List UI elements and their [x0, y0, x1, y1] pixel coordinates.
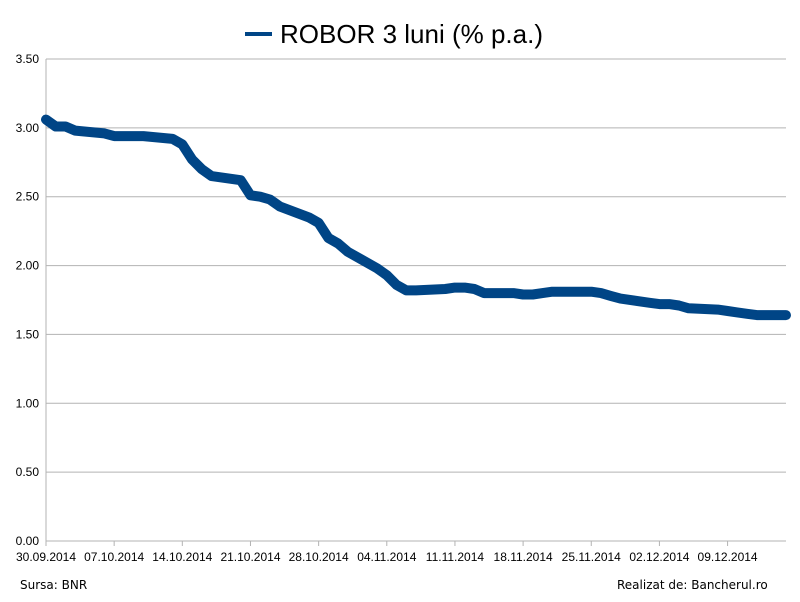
data-point	[658, 303, 661, 305]
data-point	[590, 290, 593, 293]
data-point	[619, 297, 622, 300]
data-point	[483, 292, 486, 294]
data-point	[395, 284, 398, 286]
data-point	[142, 135, 145, 137]
series-line	[41, 114, 791, 321]
x-tick-label: 30.09.2014	[16, 550, 76, 564]
x-axis-ticks: 30.09.2014 07.10.2014 14.10.2014 21.10.2014…	[16, 541, 758, 564]
x-tick-label: 21.10.2014	[220, 550, 280, 564]
y-tick-label: 2.00	[16, 259, 40, 273]
data-point	[726, 310, 729, 312]
data-point	[347, 251, 349, 253]
data-point	[45, 118, 47, 121]
x-tick-label: 02.12.2014	[629, 550, 689, 564]
legend-label: ROBOR 3 luni (% p.a.)	[280, 19, 543, 49]
series-layer	[41, 114, 791, 321]
data-point	[473, 288, 476, 290]
data-point	[551, 290, 554, 293]
data-point	[64, 125, 67, 128]
data-point	[327, 237, 330, 239]
data-point	[54, 125, 57, 128]
data-point	[454, 286, 456, 289]
y-tick-label: 3.50	[16, 52, 40, 66]
data-point	[580, 290, 583, 293]
x-tick-label: 18.11.2014	[494, 550, 553, 564]
x-tick-label: 28.10.2014	[289, 550, 349, 564]
data-point	[201, 168, 203, 170]
data-point	[191, 158, 193, 161]
y-axis-ticks: 0.00 0.50 1.00 1.50 2.00 2.50 3.00 3.50	[16, 52, 40, 548]
data-point	[278, 205, 281, 208]
x-tick-label: 14.10.2014	[152, 550, 212, 564]
x-tick-label: 07.10.2014	[84, 550, 144, 564]
y-tick-label: 2.50	[16, 190, 40, 204]
data-point	[648, 302, 651, 304]
data-point	[463, 286, 466, 289]
data-point	[687, 307, 690, 310]
data-point	[386, 274, 388, 277]
data-point	[415, 289, 417, 292]
data-point	[103, 132, 106, 135]
data-point	[785, 314, 787, 316]
y-tick-label: 0.00	[16, 534, 40, 548]
data-point	[181, 143, 184, 146]
data-point	[717, 308, 719, 311]
data-point	[308, 216, 310, 219]
data-point	[736, 311, 739, 314]
x-tick-label: 09.12.2014	[698, 550, 758, 564]
data-point	[376, 267, 378, 270]
data-point	[678, 304, 680, 307]
data-point	[668, 303, 670, 305]
source-note: Sursa: BNR	[20, 578, 88, 592]
data-point	[532, 293, 534, 296]
data-point	[541, 292, 544, 294]
gridlines	[45, 58, 786, 542]
x-tick-label: 25.11.2014	[562, 550, 621, 564]
y-tick-label: 1.00	[16, 396, 40, 410]
data-point	[210, 175, 213, 177]
data-point	[317, 222, 320, 224]
data-point	[337, 242, 339, 245]
data-point	[259, 195, 262, 198]
data-point	[444, 288, 447, 290]
data-point	[405, 289, 408, 292]
data-point	[249, 194, 252, 197]
data-point	[522, 293, 524, 296]
data-point	[746, 313, 748, 315]
legend: ROBOR 3 luni (% p.a.)	[245, 19, 543, 49]
y-tick-label: 1.50	[16, 327, 40, 341]
credit-note: Realizat de: Bancherul.ro	[617, 578, 768, 592]
data-point	[756, 314, 758, 316]
data-point	[171, 138, 174, 140]
data-point	[123, 135, 125, 137]
data-point	[512, 292, 515, 294]
x-tick-label: 04.11.2014	[357, 550, 416, 564]
y-tick-label: 3.00	[16, 121, 40, 135]
data-point	[269, 198, 271, 201]
data-point	[609, 295, 612, 297]
data-point	[239, 179, 242, 181]
y-tick-label: 0.50	[16, 465, 40, 479]
data-point	[74, 129, 76, 132]
x-tick-label: 11.11.2014	[426, 550, 485, 564]
data-point	[600, 292, 602, 294]
data-point	[132, 135, 135, 137]
data-point	[113, 135, 115, 137]
